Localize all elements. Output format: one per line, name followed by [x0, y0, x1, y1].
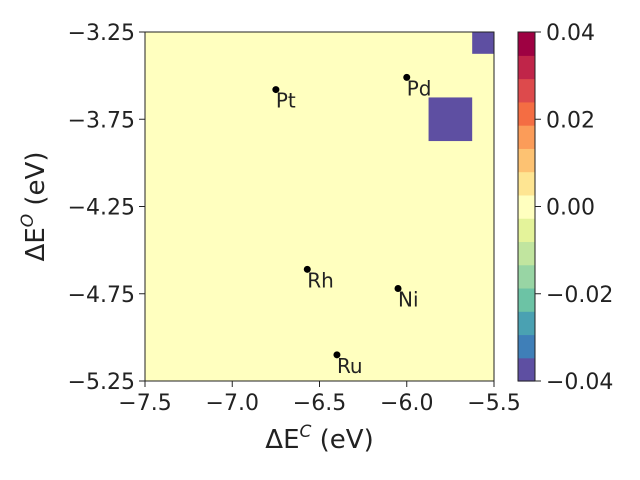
x-tick-label: −7.5 — [118, 391, 171, 416]
x-tick-label: −6.5 — [293, 391, 346, 416]
colorbar-band — [518, 218, 535, 242]
x-tick-label: −7.0 — [206, 391, 259, 416]
colorbar-band — [518, 55, 535, 80]
y-tick-label: −4.75 — [68, 283, 135, 308]
heatmap-cells — [428, 32, 494, 142]
colorbar-band — [518, 357, 535, 382]
colorbar-band — [518, 264, 535, 289]
colorbar-tick-label: 0.04 — [546, 21, 595, 46]
colorbar: 0.04 0.02 0.00 −0.02 −0.04 — [517, 21, 613, 395]
point-pt — [272, 86, 280, 94]
y-axis-label: ΔEO (eV) — [18, 152, 51, 262]
heatmap-cell — [428, 97, 473, 142]
colorbar-tick-label: −0.04 — [546, 370, 613, 395]
point-rh — [303, 265, 311, 273]
colorbar-tick-label: 0.02 — [546, 108, 595, 133]
colorbar-band — [518, 311, 535, 336]
point-ru — [333, 351, 341, 359]
colorbar-band — [518, 171, 535, 196]
colorbar-band — [518, 334, 535, 359]
x-axis: −7.5 −7.0 −6.5 −6.0 −5.5 — [118, 381, 521, 416]
colorbar-band — [518, 194, 535, 219]
y-tick-label: −3.75 — [68, 108, 135, 133]
heatmap-background — [145, 32, 494, 381]
y-tick-label: −3.25 — [68, 21, 135, 46]
point-label-pd: Pd — [407, 76, 432, 100]
x-tick-label: −5.5 — [467, 391, 520, 416]
heatmap-cell — [472, 32, 494, 54]
plot-area: Pt Pd Rh Ni Ru — [144, 31, 495, 382]
point-pd — [403, 73, 411, 81]
y-axis: −3.25 −3.75 −4.25 −4.75 −5.25 — [68, 21, 145, 395]
colorbar-band — [518, 125, 535, 149]
colorbar-band — [518, 101, 535, 126]
x-tick-label: −6.0 — [380, 391, 433, 416]
colorbar-band — [518, 32, 535, 56]
point-ni — [394, 285, 402, 293]
point-label-pt: Pt — [276, 89, 296, 113]
y-tick-label: −4.25 — [68, 196, 135, 221]
point-label-rh: Rh — [307, 268, 334, 292]
colorbar-band — [518, 287, 535, 312]
colorbar-band — [518, 78, 535, 103]
point-label-ni: Ni — [398, 288, 419, 312]
point-label-ru: Ru — [337, 354, 363, 378]
colorbar-tick-label: −0.02 — [546, 283, 613, 308]
colorbar-tick-label: 0.00 — [546, 196, 595, 221]
colorbar-band — [518, 148, 535, 173]
data-points: Pt Pd Rh Ni Ru — [272, 73, 432, 378]
y-tick-label: −5.25 — [68, 370, 135, 395]
x-axis-label: ΔEC (eV) — [265, 422, 373, 455]
colorbar-band — [518, 241, 535, 266]
